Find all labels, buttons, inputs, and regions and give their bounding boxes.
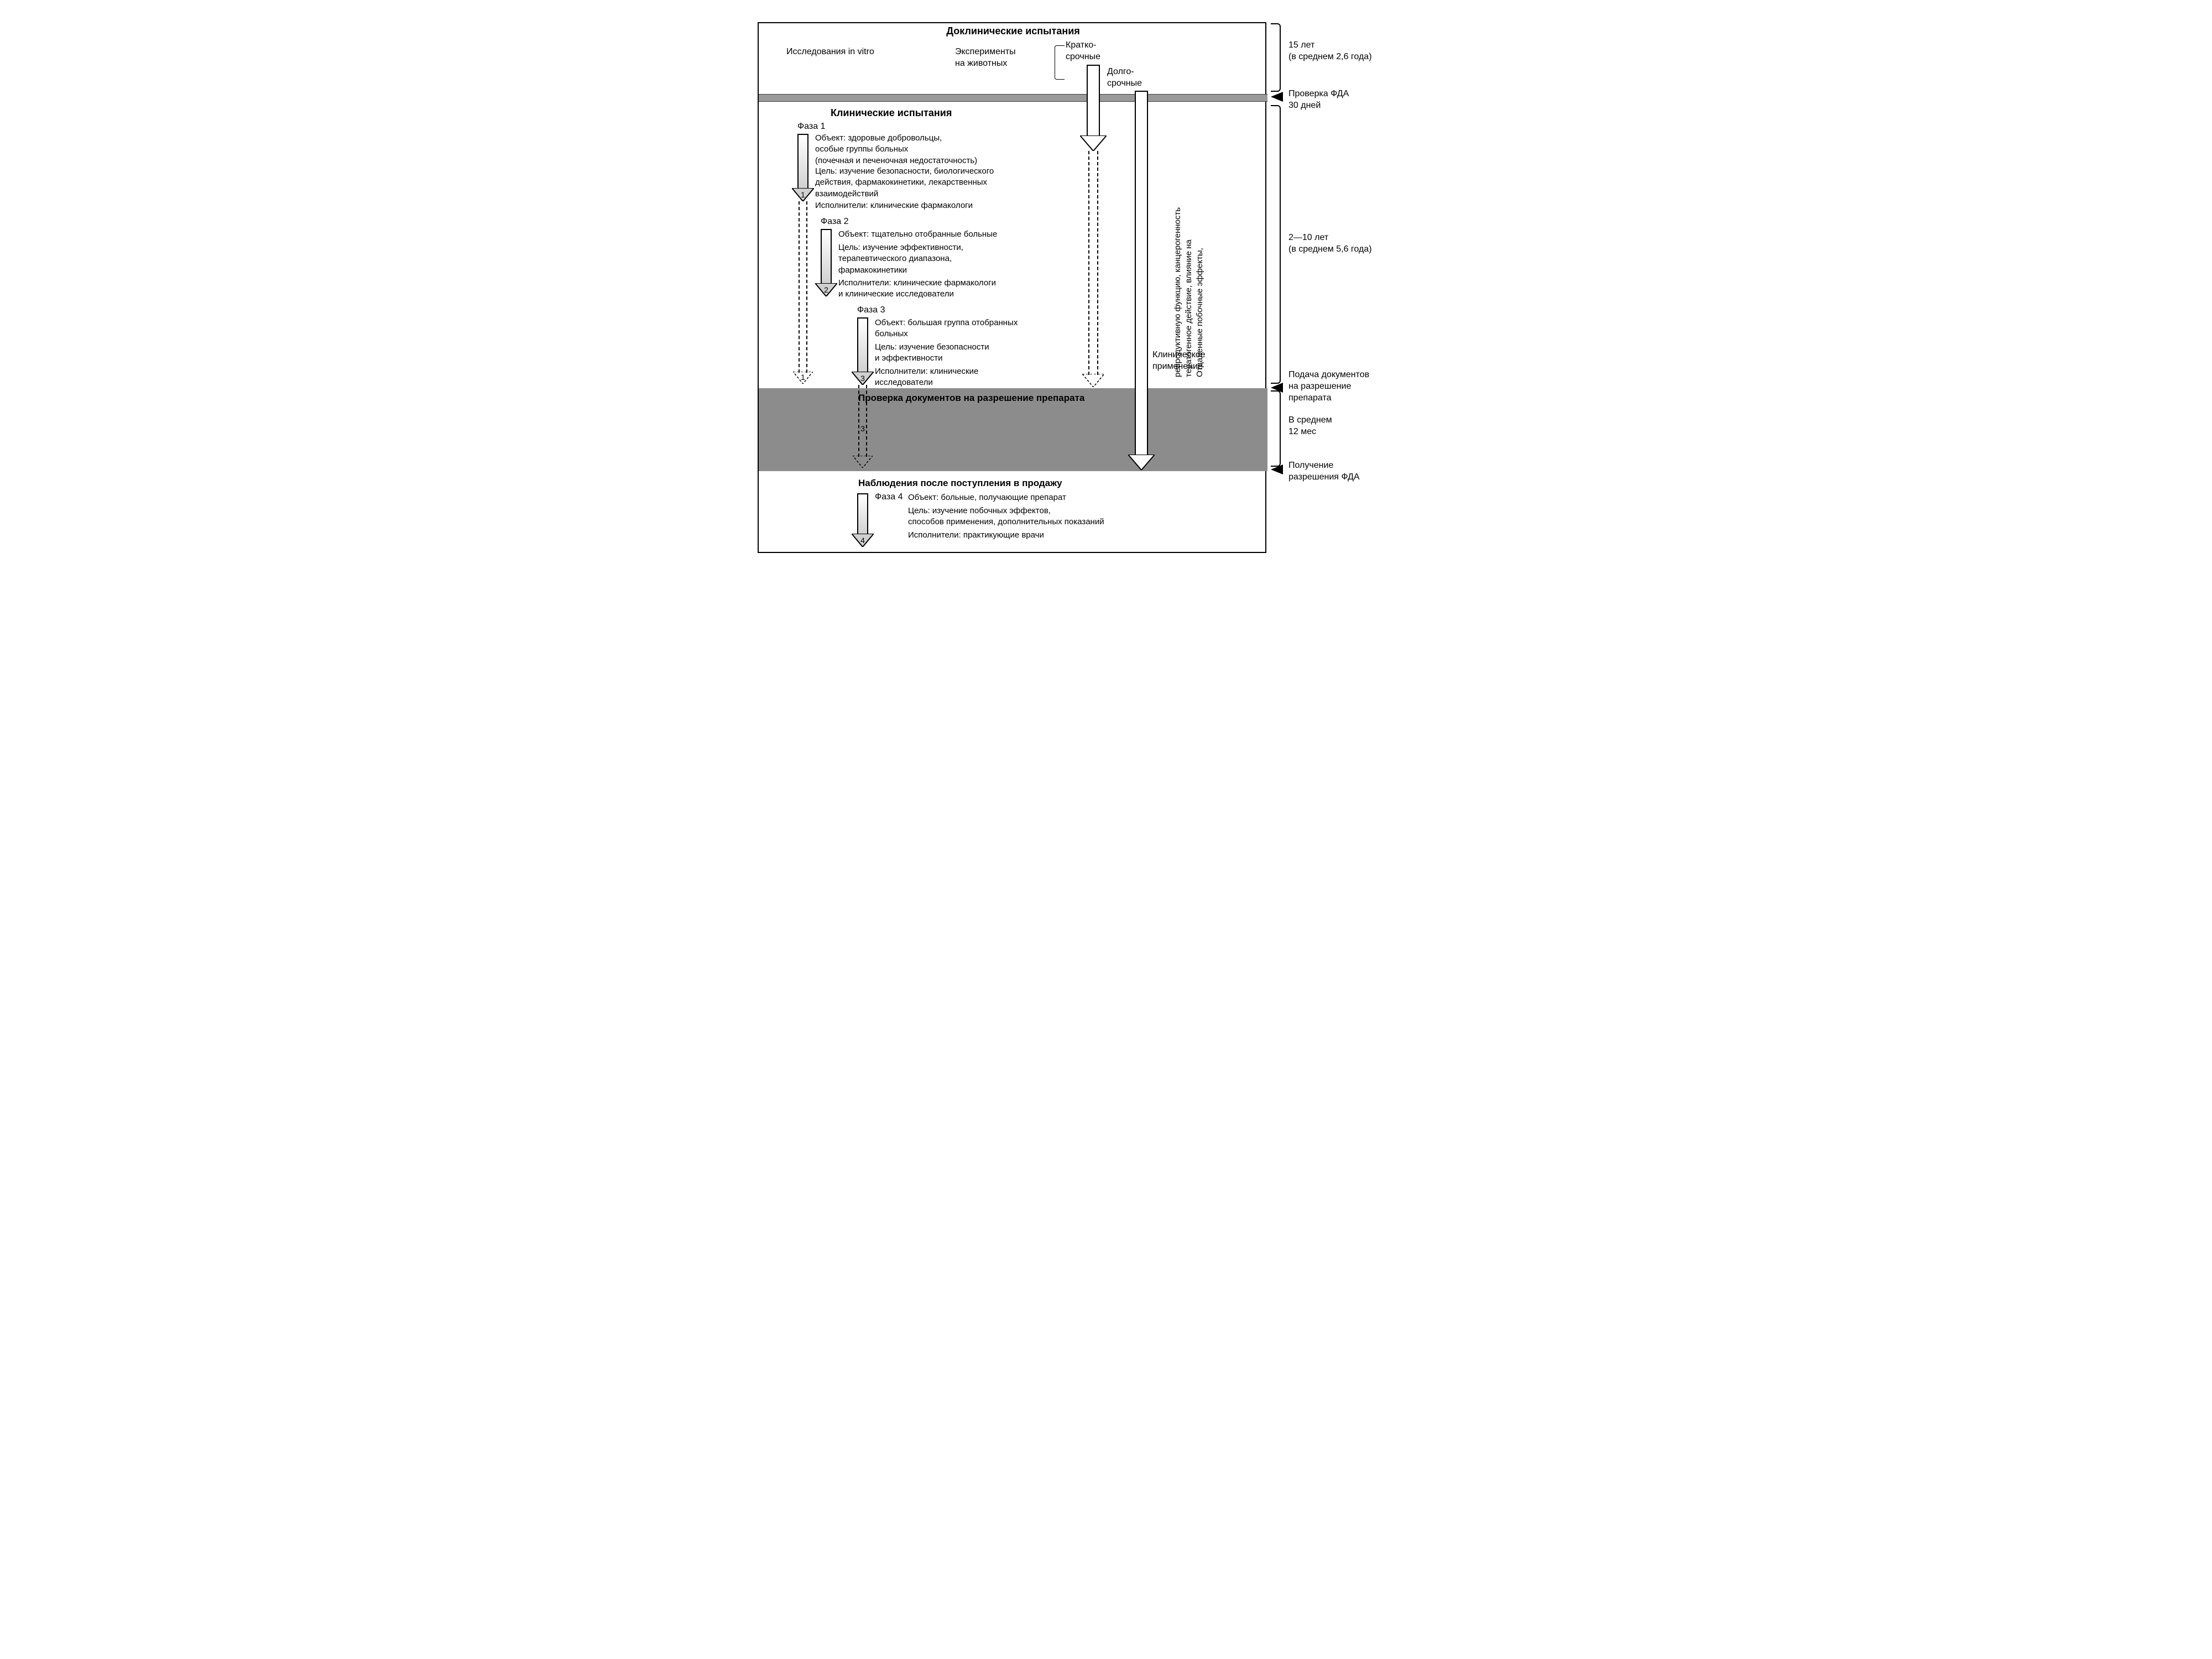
term-bracket xyxy=(1055,45,1065,80)
phase1-exec: Исполнители: клинические фармакологи xyxy=(815,200,1053,211)
in-vitro-label: Исследования in vitro xyxy=(786,46,874,58)
review-title: Проверка документов на разрешение препар… xyxy=(858,393,1084,404)
phase4-obj: Объект: больные, получающие препарат xyxy=(908,492,1151,503)
review-bracket xyxy=(1271,390,1281,467)
phase3-exec: Исполнители: клинические исследователи xyxy=(875,366,1085,389)
phase2-goal: Цель: изучение эффективности, терапевтич… xyxy=(838,242,1071,276)
phase2-num: 2 xyxy=(822,285,831,294)
long-term-label: Долго- срочные xyxy=(1107,66,1142,90)
clinical-title: Клинические испытания xyxy=(831,107,952,119)
phase1-goal: Цель: изучение безопасности, биологическ… xyxy=(815,166,1053,200)
phase4-exec: Исполнители: практикующие врачи xyxy=(908,530,1151,541)
fda-check-pointer xyxy=(1271,92,1283,102)
fda-check-band xyxy=(759,94,1267,102)
animal-exp-label: Эксперименты на животных xyxy=(955,46,1016,70)
phase3-title: Фаза 3 xyxy=(857,305,885,315)
review-duration: В среднем 12 мес xyxy=(1288,415,1332,438)
clinical-bracket xyxy=(1271,105,1281,384)
phase1-num: 1 xyxy=(799,190,807,199)
phase2-title: Фаза 2 xyxy=(821,217,848,227)
clinical-use-label: Клиническое применение xyxy=(1152,349,1206,373)
phase1-title: Фаза 1 xyxy=(797,122,825,132)
short-term-label: Кратко- срочные xyxy=(1066,40,1100,63)
phase2-obj: Объект: тщательно отобранные больные xyxy=(838,229,1071,240)
phase3-num: 3 xyxy=(858,374,867,383)
phase1-dashed-num: 1 xyxy=(799,373,807,382)
phase1-obj: Объект: здоровые добровольцы, особые гру… xyxy=(815,133,1053,166)
preclinical-duration: 15 лет (в среднем 2,6 года) xyxy=(1288,40,1372,63)
phase3-goal: Цель: изучение безопасности и эффективно… xyxy=(875,342,1085,364)
phase4-goal: Цель: изучение побочных эффектов, способ… xyxy=(908,505,1151,528)
preclinical-bracket xyxy=(1271,23,1281,92)
phase4-num: 4 xyxy=(858,536,867,545)
main-container: Доклинические испытания Исследования in … xyxy=(758,22,1266,553)
preclinical-title: Доклинические испытания xyxy=(759,25,1267,37)
fda-approval-label: Получение разрешения ФДА xyxy=(1288,460,1360,483)
short-term-arrow-head xyxy=(1080,135,1107,151)
phase3-dashed-num: 3 xyxy=(858,424,867,433)
postmarket-title: Наблюдения после поступления в продажу xyxy=(858,478,1062,489)
fda-check-label: Проверка ФДА 30 дней xyxy=(1288,88,1349,112)
long-term-arrow-head xyxy=(1128,455,1155,470)
phase2-exec: Исполнители: клинические фармакологи и к… xyxy=(838,278,1071,300)
phase3-obj: Объект: большая группа отобранных больны… xyxy=(875,317,1085,340)
nda-submit-label: Подача документов на разрешение препарат… xyxy=(1288,369,1369,404)
short-term-dashed-head xyxy=(1082,374,1104,387)
phase4-title: Фаза 4 xyxy=(875,492,902,502)
drug-development-diagram: Доклинические испытания Исследования in … xyxy=(758,22,1454,553)
fda-approval-pointer xyxy=(1271,465,1283,474)
clinical-duration: 2—10 лет (в среднем 5,6 года) xyxy=(1288,232,1372,255)
